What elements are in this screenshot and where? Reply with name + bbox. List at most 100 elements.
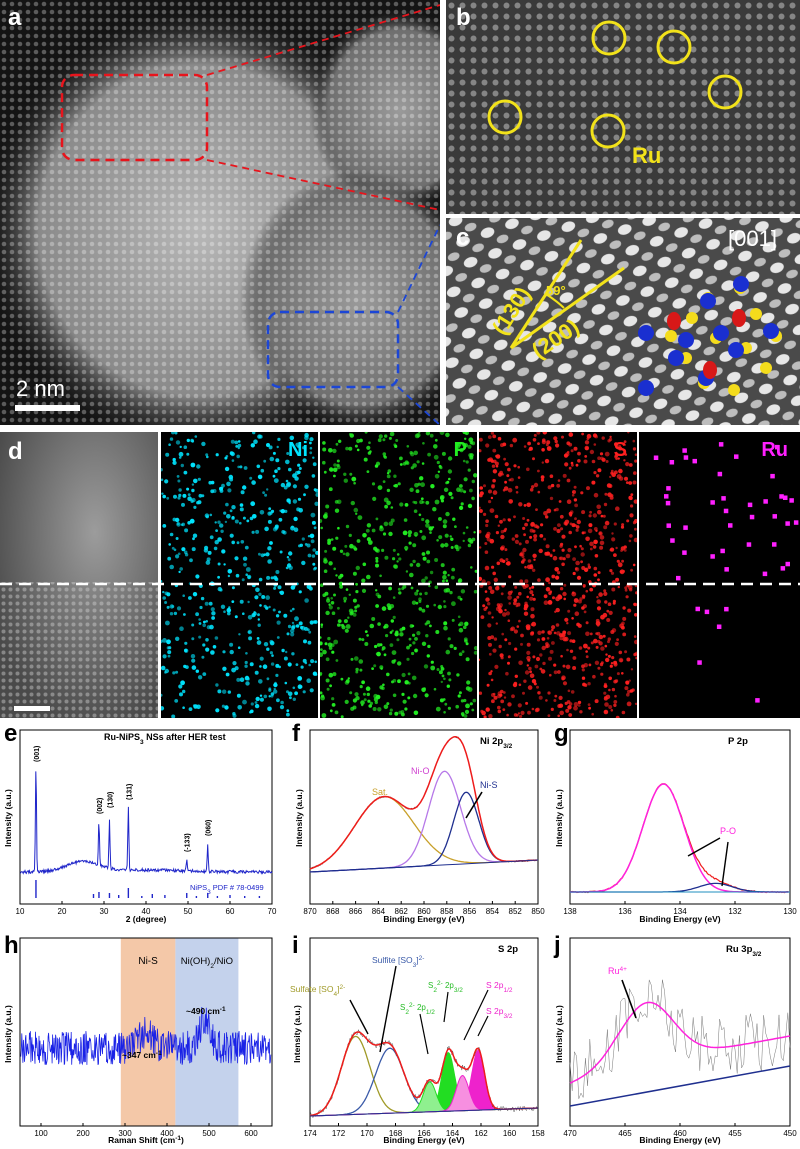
eds-dot <box>630 568 633 572</box>
eds-dot <box>609 495 614 500</box>
eds-dot <box>585 650 588 653</box>
ru-eds-dot <box>763 499 768 504</box>
eds-dot <box>309 620 314 625</box>
eds-dot <box>608 705 613 709</box>
eds-dot <box>581 510 586 515</box>
x-tick-label: 20 <box>58 907 67 916</box>
eds-dot <box>550 707 554 711</box>
eds-dot <box>356 539 361 543</box>
eds-dot <box>445 649 451 655</box>
eds-dot <box>249 662 254 667</box>
eds-dot <box>193 505 197 509</box>
eds-dot <box>406 461 410 465</box>
eds-dot <box>599 540 605 546</box>
eds-dot <box>404 680 409 685</box>
eds-map-ni: Ni <box>161 432 318 718</box>
eds-dot <box>634 527 637 531</box>
eds-dot <box>551 625 556 630</box>
chart-title: S 2p <box>498 944 518 955</box>
eds-dot <box>483 512 487 516</box>
eds-dot <box>412 559 416 564</box>
eds-dot <box>357 515 363 520</box>
eds-dot <box>483 715 487 718</box>
eds-dot <box>416 589 419 593</box>
eds-dot <box>175 636 180 641</box>
eds-dot <box>458 691 462 695</box>
eds-dot <box>629 534 633 538</box>
eds-dot <box>539 653 543 657</box>
eds-dot <box>633 635 637 638</box>
eds-dot <box>419 476 424 481</box>
eds-dot <box>467 687 473 692</box>
eds-dot <box>310 512 316 518</box>
eds-dot <box>332 448 337 454</box>
eds-dot <box>217 562 221 566</box>
eds-dot <box>624 476 628 481</box>
eds-dot <box>547 600 553 605</box>
eds-dot <box>603 696 608 701</box>
eds-dot <box>532 655 536 659</box>
eds-dot <box>532 529 536 533</box>
eds-dot <box>447 574 450 577</box>
eds-dot <box>609 435 612 439</box>
x-tick-label: 100 <box>34 1129 48 1138</box>
eds-dot <box>198 622 202 625</box>
ru-eds-dot <box>683 455 689 460</box>
eds-dot <box>606 609 610 613</box>
eds-dot <box>270 576 274 580</box>
eds-dot <box>488 714 493 718</box>
eds-dot <box>205 647 210 652</box>
eds-dot <box>610 571 615 575</box>
eds-dot <box>514 674 518 678</box>
eds-dot <box>596 606 602 611</box>
eds-dot <box>193 478 198 484</box>
eds-dot <box>281 530 286 534</box>
eds-dot <box>434 585 439 590</box>
eds-dot <box>190 499 194 503</box>
eds-dot <box>498 644 502 649</box>
eds-dot <box>622 632 627 637</box>
eds-dot <box>258 577 263 582</box>
eds-dot <box>227 574 231 578</box>
eds-dot <box>402 462 407 466</box>
eds-dot <box>292 607 295 611</box>
eds-dot <box>603 589 607 593</box>
eds-dot <box>580 560 583 564</box>
eds-dot <box>291 652 295 656</box>
panel-h: 100 200 300 400 500 600 Ni-S Ni(OH)2/NiO ~347 cm… <box>0 930 288 1149</box>
eds-map-p: P <box>320 432 477 718</box>
eds-dot <box>483 484 486 488</box>
eds-dot <box>567 705 572 710</box>
eds-dot <box>257 474 263 480</box>
eds-dot <box>611 537 616 542</box>
eds-dot <box>455 443 461 449</box>
ru-eds-dot <box>734 454 739 459</box>
eds-dot <box>268 507 272 511</box>
eds-dot <box>512 682 518 688</box>
eds-dot <box>374 644 378 649</box>
eds-dot <box>312 567 316 571</box>
eds-dot <box>635 651 637 656</box>
eds-dot <box>412 641 416 645</box>
eds-dot <box>533 482 539 488</box>
eds-dot <box>294 470 300 476</box>
eds-dot <box>593 471 597 475</box>
eds-dot <box>518 619 521 623</box>
eds-dot <box>530 607 535 612</box>
eds-dot <box>246 519 250 523</box>
ru-eds-dot <box>683 525 688 530</box>
eds-dot <box>367 540 373 545</box>
eds-dot <box>259 510 265 515</box>
eds-dot <box>310 539 315 544</box>
panel-label-h: h <box>4 932 19 959</box>
eds-dot <box>373 693 378 699</box>
panel-label-d: d <box>8 438 23 465</box>
eds-dot <box>496 561 501 566</box>
eds-dot <box>517 476 521 479</box>
eds-dot <box>199 605 203 610</box>
eds-dot <box>561 548 565 552</box>
eds-dot <box>201 655 205 659</box>
eds-dot <box>557 714 560 718</box>
eds-dot <box>545 544 550 549</box>
eds-dot <box>467 537 472 543</box>
